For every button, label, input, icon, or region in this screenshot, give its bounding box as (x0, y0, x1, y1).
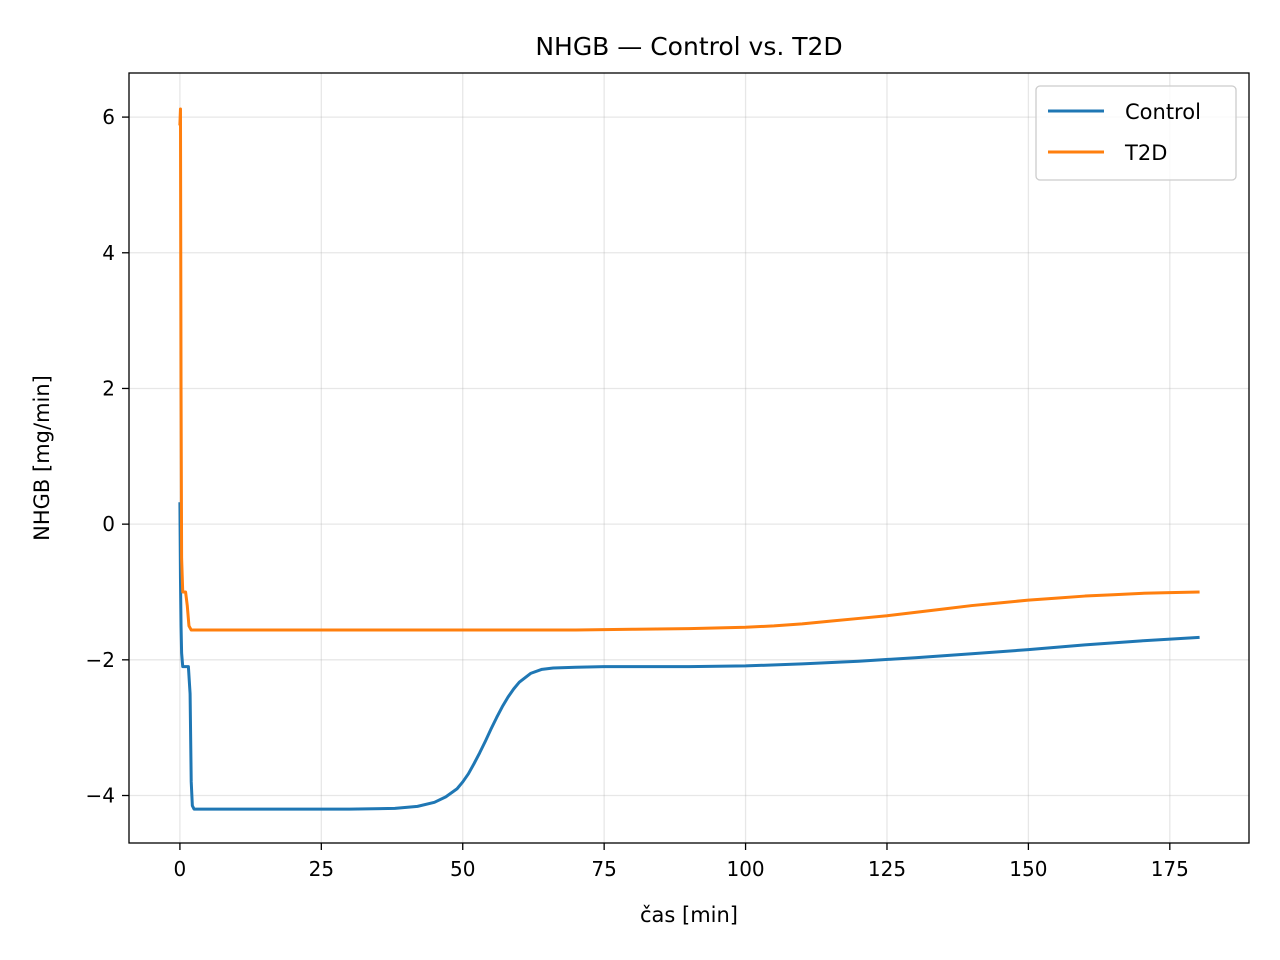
x-tick-label: 0 (174, 857, 187, 881)
x-tick-label: 125 (868, 857, 906, 881)
y-axis-label: NHGB [mg/min] (30, 375, 54, 541)
grid (129, 73, 1249, 843)
series-lines (178, 107, 1200, 811)
x-tick-label: 175 (1151, 857, 1189, 881)
legend: Control T2D (1035, 85, 1237, 181)
x-tick-label: 150 (1009, 857, 1047, 881)
x-tick-label: 75 (591, 857, 616, 881)
legend-label-t2d: T2D (1124, 141, 1167, 165)
y-tick-label: 6 (102, 105, 115, 129)
x-tick-label: 100 (726, 857, 764, 881)
legend-label-control: Control (1125, 100, 1201, 124)
chart-title: NHGB — Control vs. T2D (535, 32, 842, 61)
x-axis-label: čas [min] (640, 903, 738, 927)
series-line-t2d (178, 107, 1200, 632)
y-tick-label: 0 (102, 512, 115, 536)
x-tick-label: 50 (450, 857, 475, 881)
y-tick-label: 4 (102, 241, 115, 265)
y-tick-label: −4 (86, 784, 115, 808)
y-tick-label: −2 (86, 648, 115, 672)
axis-ticks: 0 25 50 75 100 125 150 175 −4 −2 0 2 4 6 (86, 105, 1189, 881)
plot-area-frame (128, 72, 1250, 844)
x-tick-label: 25 (309, 857, 334, 881)
series-line-control (178, 502, 1200, 811)
y-tick-label: 2 (102, 376, 115, 400)
